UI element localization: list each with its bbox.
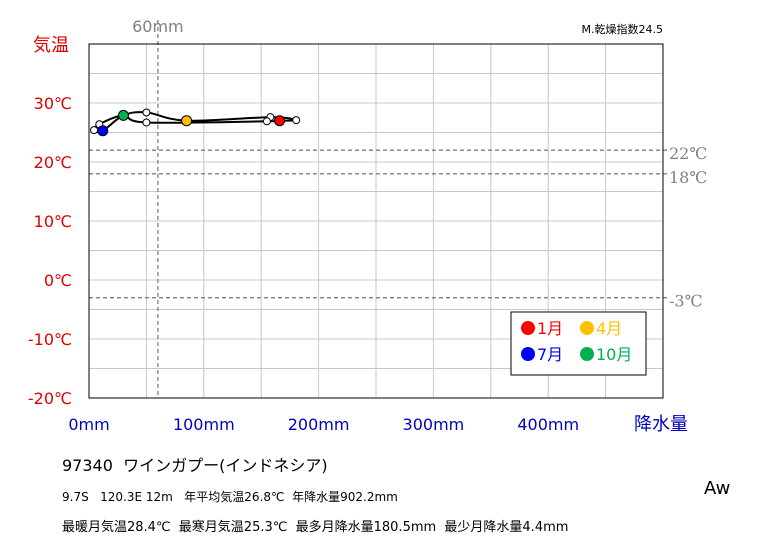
reference-label-temp: 18℃ <box>669 168 707 187</box>
x-tick-label: 400mm <box>517 415 579 434</box>
legend-box <box>510 311 647 376</box>
x-axis-label: 降水量 <box>634 414 688 435</box>
legend-marker-7 <box>521 347 535 361</box>
month-point-5 <box>142 108 151 117</box>
station-title: 97340 ワインガプー(インドネシア) <box>62 456 328 475</box>
month-point-2 <box>292 116 301 125</box>
plot-frame <box>88 43 664 399</box>
month-point-12 <box>262 117 271 126</box>
month-point-10 <box>117 109 129 121</box>
legend-label-7: 7月 <box>537 345 563 364</box>
station-summary-line-2: 最暖月気温28.4℃ 最寒月気温25.3℃ 最多月降水量180.5mm 最少月降… <box>62 520 569 535</box>
month-point-1 <box>274 115 286 127</box>
legend-marker-4 <box>580 321 594 335</box>
legend-label-1: 1月 <box>537 319 563 338</box>
legend: 1月 4月 7月 10月 <box>510 311 647 376</box>
x-tick-label: 100mm <box>173 415 235 434</box>
climate-class: Aw <box>704 478 731 499</box>
station-summary-line-1: 9.7S 120.3E 12m 年平均気温26.8℃ 年降水量902.2mm <box>62 490 398 504</box>
x-tick-labels: 0mm 100mm 200mm 300mm 400mm <box>68 415 579 434</box>
y-tick-label: 20℃ <box>34 153 72 172</box>
month-point-11 <box>142 118 151 127</box>
month-point-4 <box>181 115 193 127</box>
y-tick-label: 30℃ <box>34 94 72 113</box>
dryness-index-label: M.乾燥指数24.5 <box>582 22 663 36</box>
reference-label-temp: 22℃ <box>669 144 707 163</box>
reference-lines: 60mm 22℃ 18℃ -3℃ <box>89 17 707 398</box>
y-axis-label: 気温 <box>33 35 69 56</box>
climograph-series <box>90 108 301 137</box>
y-tick-label: -20℃ <box>28 389 72 408</box>
month-point-8 <box>90 126 99 135</box>
legend-marker-10 <box>580 347 594 361</box>
legend-label-10: 10月 <box>596 345 632 364</box>
y-tick-label: 0℃ <box>44 271 72 290</box>
month-point-7 <box>97 125 109 137</box>
x-tick-label: 0mm <box>68 415 109 434</box>
grid <box>89 44 663 398</box>
y-tick-label: -10℃ <box>28 330 72 349</box>
x-tick-label: 300mm <box>403 415 465 434</box>
legend-label-4: 4月 <box>596 319 622 338</box>
x-tick-label: 200mm <box>288 415 350 434</box>
y-tick-label: 10℃ <box>34 212 72 231</box>
legend-marker-1 <box>521 321 535 335</box>
reference-label-60mm: 60mm <box>132 17 184 36</box>
y-tick-labels: 30℃ 20℃ 10℃ 0℃ -10℃ -20℃ <box>28 94 72 408</box>
reference-label-temp: -3℃ <box>669 292 702 311</box>
